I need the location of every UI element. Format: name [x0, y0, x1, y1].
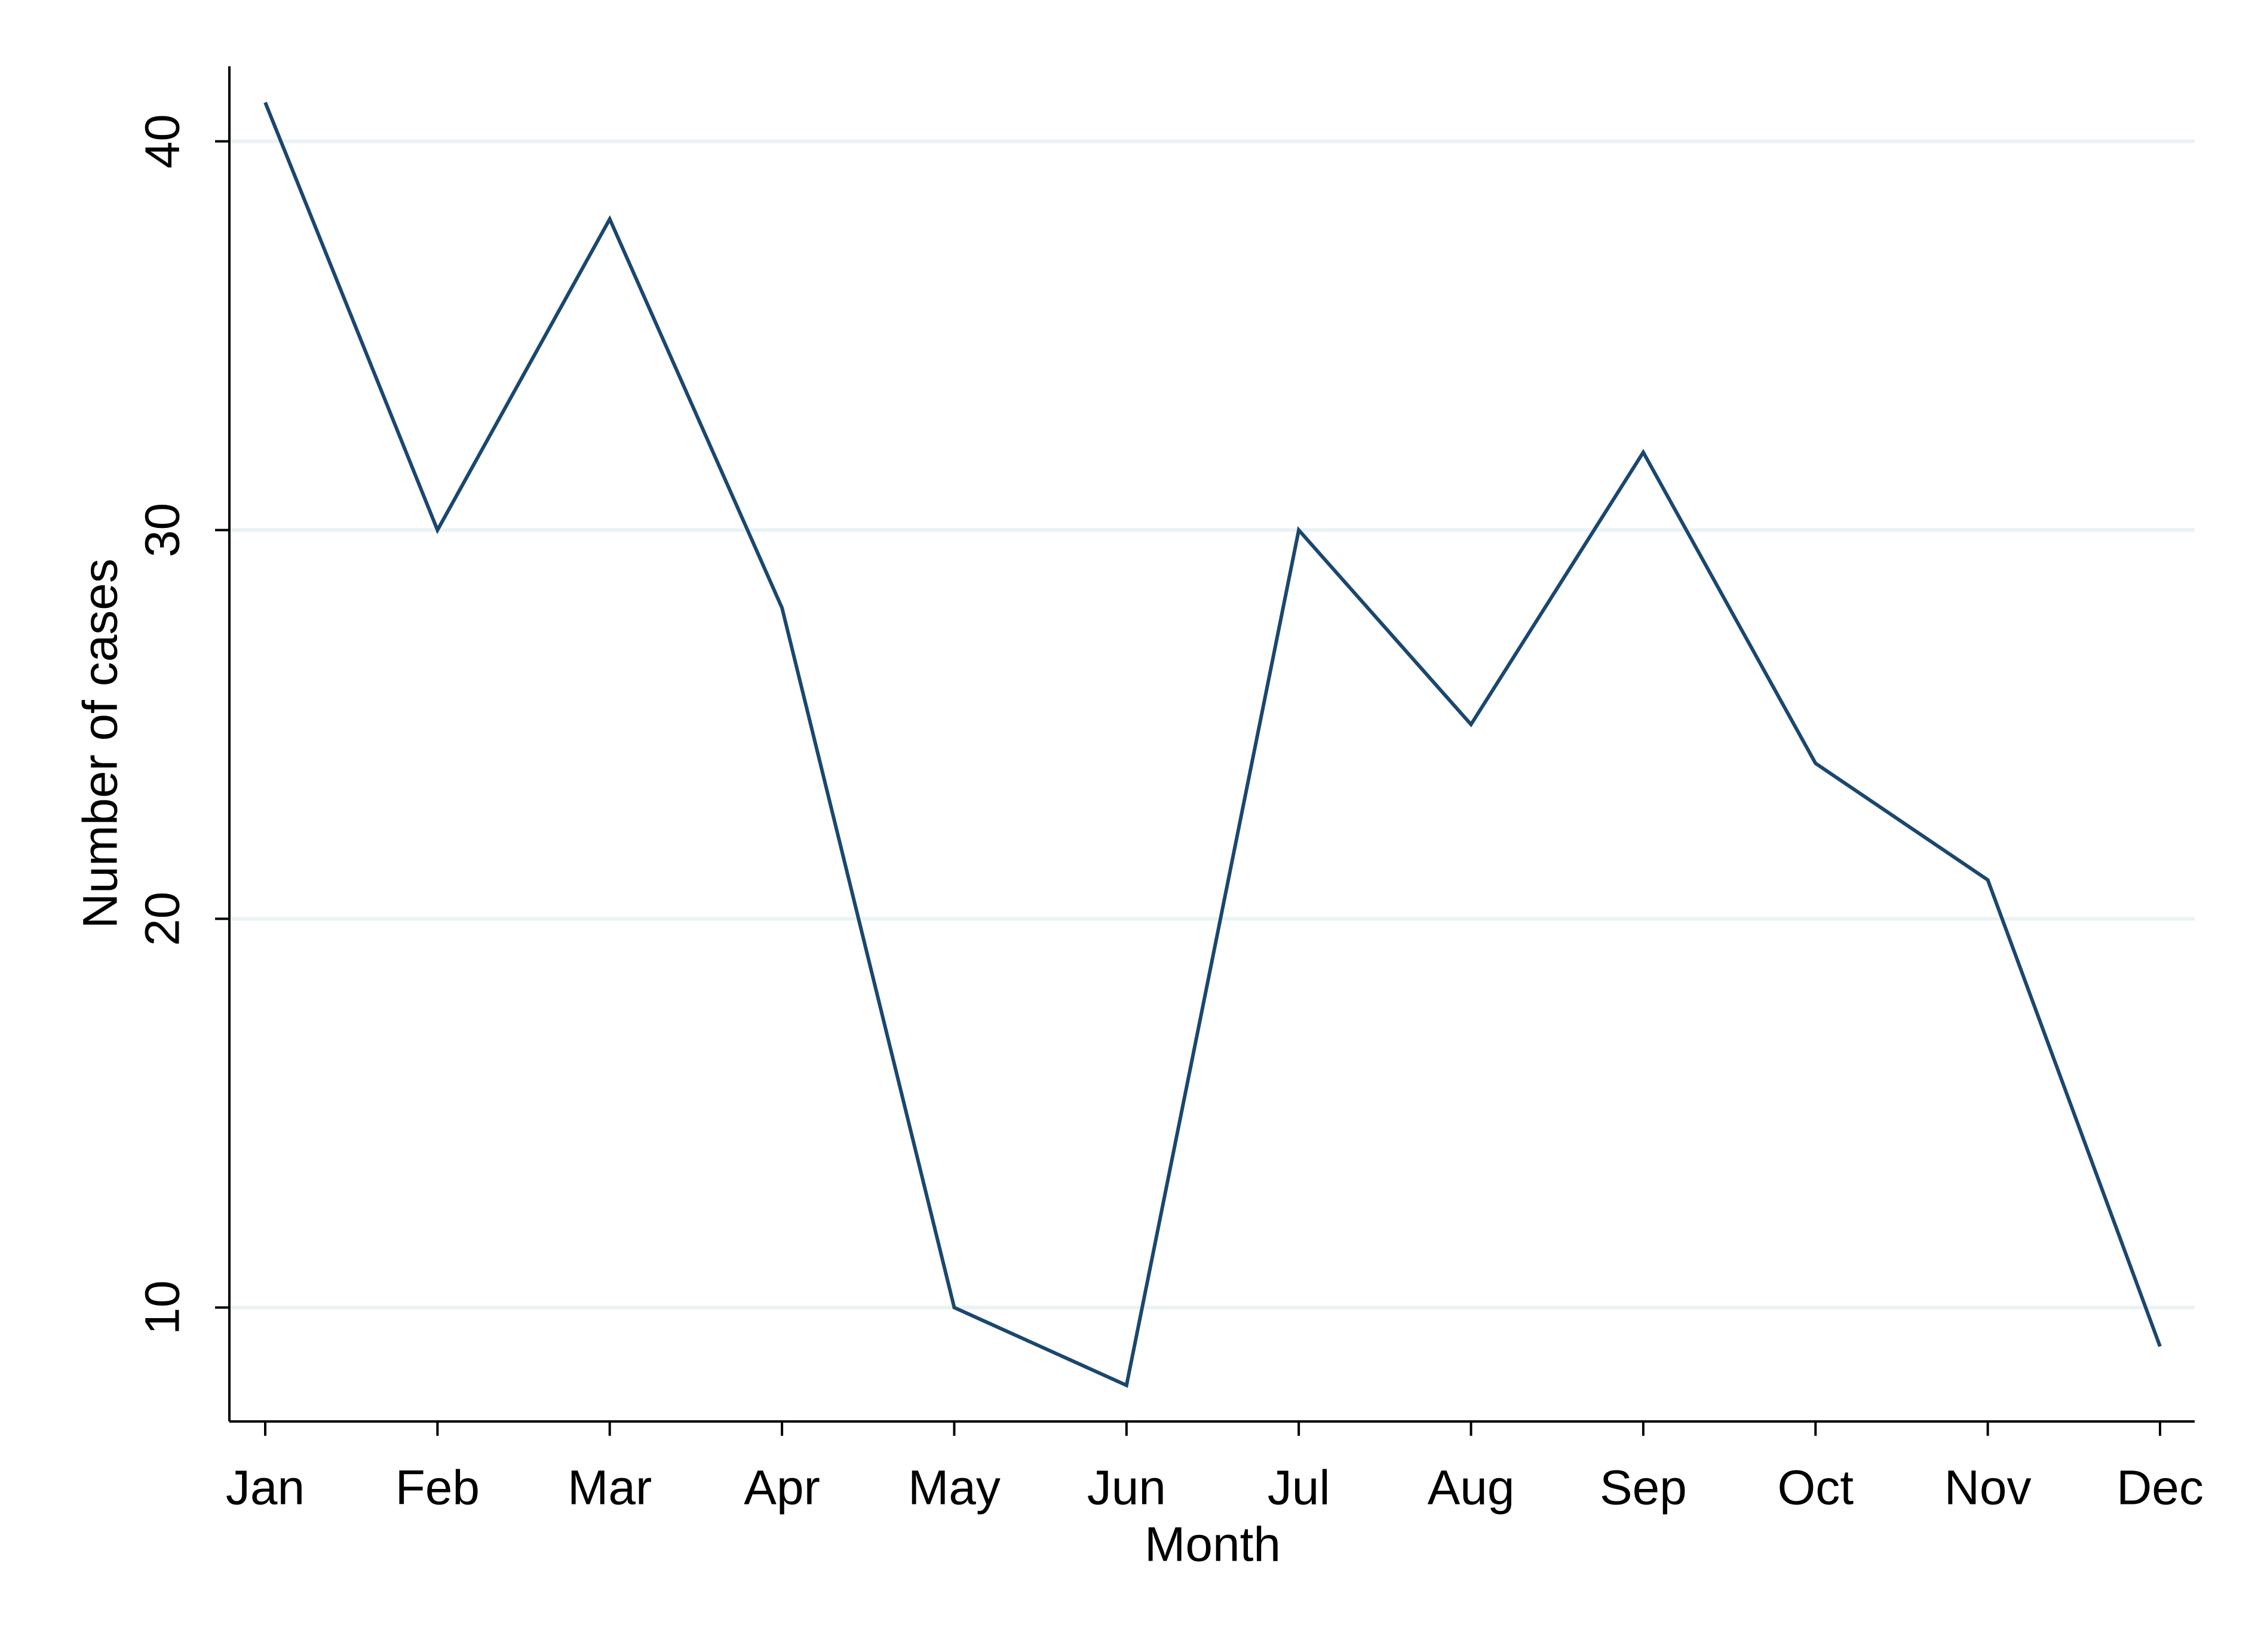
- y-tick-label: 20: [136, 892, 190, 946]
- x-tick-label: Aug: [1428, 1461, 1515, 1515]
- y-tick-label: 40: [136, 114, 190, 168]
- x-tick-label: Jan: [226, 1461, 305, 1515]
- x-tick-label: Jun: [1087, 1461, 1166, 1515]
- x-tick-label: Nov: [1944, 1461, 2032, 1515]
- y-tick-label: 30: [136, 503, 190, 557]
- x-tick-label: Apr: [744, 1461, 820, 1515]
- data-line: [263, 102, 2162, 1388]
- x-tick-label: Sep: [1600, 1461, 1687, 1515]
- x-tick-label: Oct: [1777, 1461, 1854, 1515]
- y-axis-title: Number of cases: [73, 558, 128, 929]
- x-tick-label: Jul: [1268, 1461, 1330, 1515]
- x-tick-label: May: [908, 1461, 1001, 1515]
- x-tick-label: Dec: [2116, 1461, 2204, 1515]
- y-tick-label: 10: [136, 1281, 190, 1335]
- x-tick-label: Mar: [567, 1461, 652, 1515]
- x-axis-title: Month: [1145, 1518, 1281, 1572]
- x-tick-label: Feb: [395, 1461, 480, 1515]
